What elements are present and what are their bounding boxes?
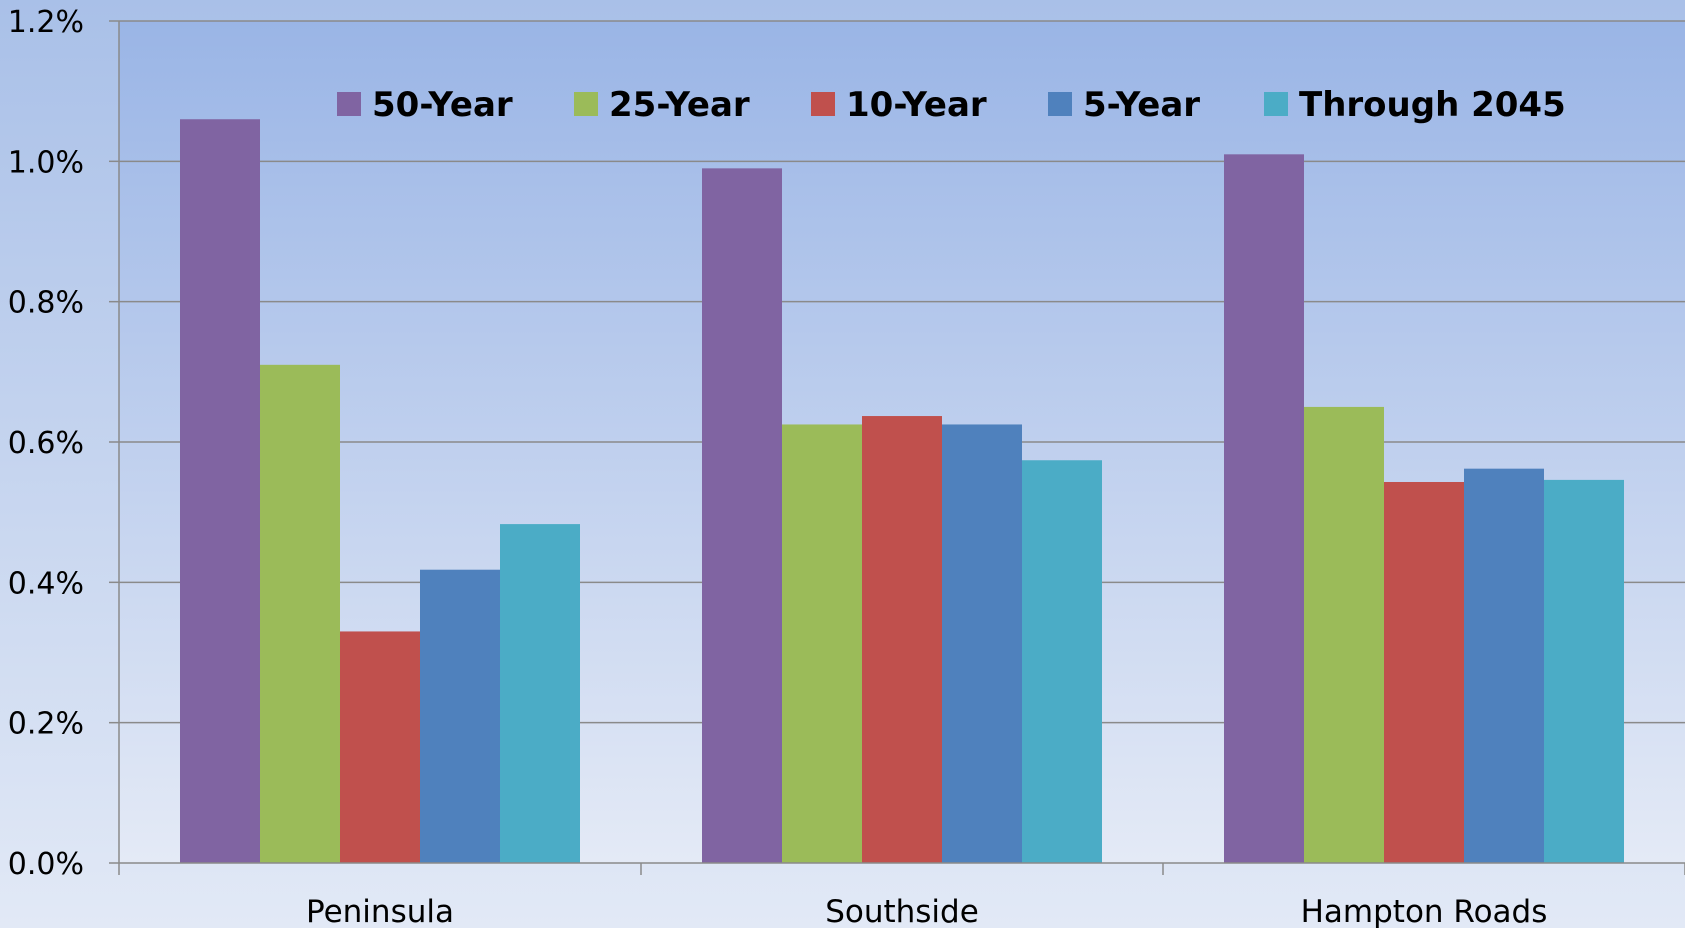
y-tick-label: 1.0% <box>8 145 84 180</box>
bars <box>180 119 1624 864</box>
y-tick-label: 0.2% <box>8 707 84 742</box>
bar <box>500 524 580 863</box>
y-tick-label: 0.6% <box>8 426 84 461</box>
legend-swatch <box>1264 92 1288 116</box>
bar <box>782 424 862 863</box>
x-category-label: Peninsula <box>306 894 454 928</box>
legend-label: 10-Year <box>846 85 987 125</box>
bar <box>1464 468 1544 863</box>
bar <box>420 569 500 863</box>
x-category-labels: Peninsula Southside Hampton Roads <box>306 894 1547 928</box>
legend: 50-Year 25-Year 10-Year 5-Year Through 2045 <box>337 85 1566 125</box>
x-category-label: Hampton Roads <box>1301 894 1548 928</box>
y-tick-labels: 0.0% 0.2% 0.4% 0.6% 0.8% 1.0% 1.2% <box>8 5 84 882</box>
axes <box>109 20 1685 875</box>
y-tick-label: 0.8% <box>8 286 84 321</box>
bar <box>1384 481 1464 863</box>
bar <box>1304 406 1384 863</box>
legend-swatch <box>574 92 598 116</box>
bar <box>942 424 1022 863</box>
bar <box>1544 479 1624 863</box>
y-tick-label: 0.4% <box>8 566 84 601</box>
y-tick-label: 0.0% <box>8 847 84 882</box>
x-category-label: Southside <box>825 894 979 928</box>
y-tick-label: 1.2% <box>8 5 84 40</box>
legend-label: 5-Year <box>1083 85 1200 125</box>
bar <box>340 631 420 863</box>
bar <box>1022 460 1102 863</box>
bar <box>1224 154 1304 864</box>
legend-label: 25-Year <box>609 85 750 125</box>
legend-swatch <box>1048 92 1072 116</box>
legend-label: Through 2045 <box>1299 85 1566 125</box>
bar <box>180 119 260 863</box>
bar <box>260 364 340 863</box>
legend-swatch <box>337 92 361 116</box>
bar <box>702 168 782 864</box>
legend-label: 50-Year <box>372 85 513 125</box>
bar <box>862 416 942 863</box>
legend-swatch <box>811 92 835 116</box>
